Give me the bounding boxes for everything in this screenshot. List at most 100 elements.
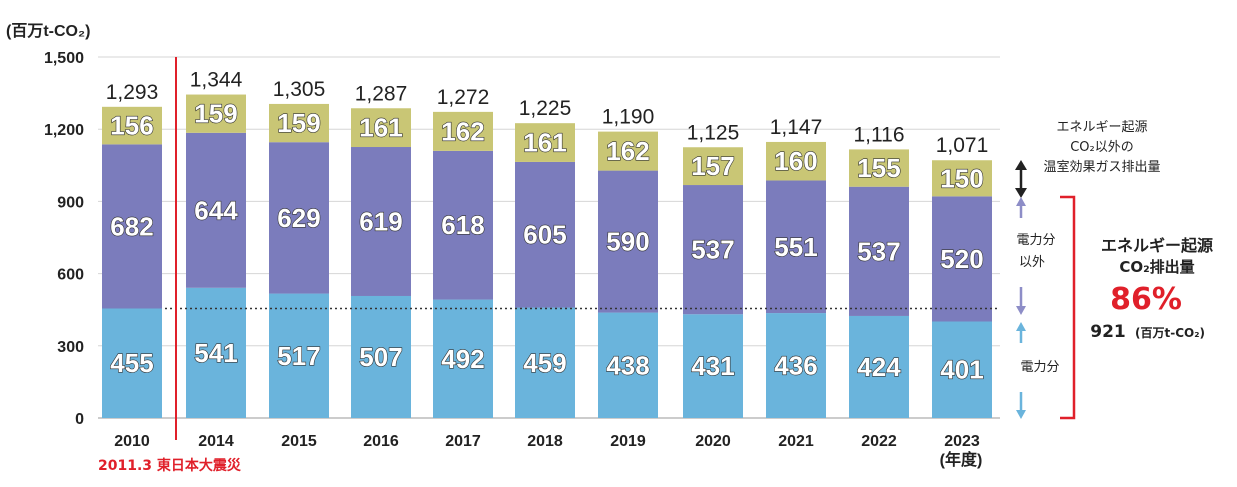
energy-title-line-1: エネルギー起源 <box>1101 236 1213 255</box>
bar-segment <box>269 103 329 143</box>
segment-value-label: 157 <box>691 151 734 181</box>
segment-value-label: 150 <box>940 163 983 193</box>
y-tick-label: 300 <box>57 339 84 356</box>
bar-segment <box>766 313 826 418</box>
bar-segment <box>186 287 246 418</box>
bar-segment <box>186 132 246 288</box>
x-tick-label: 2015 <box>281 433 317 450</box>
bar-segment <box>683 314 743 418</box>
bar-segment <box>186 94 246 133</box>
bar-segment <box>515 161 575 308</box>
bar-segment <box>515 123 575 162</box>
total-value-label: 1,147 <box>770 116 823 139</box>
total-value-label: 1,344 <box>190 69 243 92</box>
bar-segment <box>269 293 329 418</box>
bar-group-2016: 507 619 161 1,287 <box>351 82 411 418</box>
y-tick-label: 900 <box>57 194 84 211</box>
total-value-label: 1,190 <box>602 106 655 129</box>
y-axis: 0 300 600 900 1,200 1,500 <box>44 50 84 428</box>
segment-value-label: 162 <box>441 116 484 146</box>
bar-segment <box>351 295 411 418</box>
nonpower-down-arrow-icon <box>1016 287 1026 315</box>
total-value-label: 1,293 <box>106 81 159 104</box>
segment-value-label: 459 <box>523 348 566 378</box>
y-tick-label: 1,200 <box>44 122 84 139</box>
bar-segment <box>102 106 162 145</box>
y-tick-label: 0 <box>75 411 84 428</box>
segment-value-label: 507 <box>359 342 402 372</box>
total-value-label: 1,287 <box>355 82 408 105</box>
y-axis-unit-label: (百万t-CO₂) <box>6 22 90 40</box>
segment-value-label: 161 <box>359 113 402 143</box>
segment-value-label: 162 <box>606 136 649 166</box>
total-value-label: 1,116 <box>854 123 905 146</box>
x-tick-label: 2010 <box>114 433 150 450</box>
segment-value-label: 455 <box>110 348 153 378</box>
event-marker-label: 2011.3 東日本大震災 <box>98 457 242 474</box>
y-tick-label: 1,500 <box>44 50 84 67</box>
segment-value-label: 159 <box>277 108 320 138</box>
energy-amount-unit: (百万t-CO₂) <box>1135 326 1205 340</box>
bar-group-2017: 492 618 162 1,272 <box>433 86 493 418</box>
bar-segment <box>351 108 411 148</box>
nonenergy-double-arrow-icon <box>1015 160 1027 198</box>
segment-value-label: 551 <box>774 232 817 262</box>
segment-value-label: 605 <box>523 220 566 250</box>
segment-value-label: 161 <box>523 128 566 158</box>
x-tick-label: 2016 <box>363 433 399 450</box>
segment-value-label: 590 <box>606 227 649 257</box>
segment-value-label: 155 <box>857 153 900 183</box>
bar-group-2015: 517 629 159 1,305 <box>269 78 329 418</box>
nonpower-label-line-1: 電力分 <box>1016 233 1055 248</box>
bar-segment <box>102 144 162 309</box>
bar-segment <box>849 186 909 316</box>
energy-percent: 86% <box>1110 282 1182 317</box>
bar-group-2022: 424 537 155 1,116 <box>849 123 909 418</box>
nonpower-label-line-2: 以外 <box>1019 255 1045 270</box>
segment-value-label: 401 <box>940 355 983 385</box>
nonpower-up-arrow-icon <box>1016 197 1026 218</box>
segment-value-label: 619 <box>359 206 402 236</box>
bar-group-2014: 541 644 159 1,344 <box>186 69 246 418</box>
bar-group-2021: 436 551 160 1,147 <box>766 116 826 418</box>
segment-value-label: 492 <box>441 344 484 374</box>
bar-segment <box>766 141 826 181</box>
x-tick-label: 2014 <box>198 433 234 450</box>
bars: 455 682 156 1,293 541 644 159 1,344 517 629 159 1,3… <box>102 69 992 418</box>
bar-segment <box>683 185 743 315</box>
bar-segment <box>433 111 493 151</box>
x-tick-label: 2022 <box>861 433 897 450</box>
bar-group-2018: 459 605 161 1,225 <box>515 97 575 418</box>
total-value-label: 1,305 <box>273 78 326 101</box>
segment-value-label: 159 <box>194 99 237 129</box>
x-tick-label: 2021 <box>778 433 814 450</box>
bar-group-2010: 455 682 156 1,293 <box>102 81 162 418</box>
segment-value-label: 520 <box>940 244 983 274</box>
bar-segment <box>598 131 658 171</box>
total-value-label: 1,071 <box>936 134 989 157</box>
segment-value-label: 682 <box>110 211 153 241</box>
segment-value-label: 629 <box>277 203 320 233</box>
x-tick-label: 2019 <box>610 433 646 450</box>
x-tick-label: 2023 <box>944 433 980 450</box>
power-down-arrow-icon <box>1016 392 1026 419</box>
power-label: 電力分 <box>1020 360 1059 375</box>
bar-segment <box>849 149 909 187</box>
bar-segment <box>269 142 329 294</box>
power-annotation: 電力分 <box>1016 322 1060 419</box>
bar-segment <box>433 150 493 300</box>
bar-segment <box>598 170 658 313</box>
x-axis: 2010 2014 2015 2016 2017 2018 2019 2020 2021 2022… <box>114 433 980 450</box>
nonpower-annotation: 電力分 以外 <box>1016 197 1056 315</box>
total-value-label: 1,225 <box>519 97 572 120</box>
total-value-label: 1,125 <box>687 121 740 144</box>
power-up-arrow-icon <box>1016 322 1026 343</box>
x-tick-label: 2018 <box>527 433 563 450</box>
event-marker: 2011.3 東日本大震災 <box>98 57 242 474</box>
energy-annotation: エネルギー起源 CO₂排出量 86% 921 (百万t-CO₂) <box>1090 236 1213 342</box>
bar-group-2020: 431 537 157 1,125 <box>683 121 743 418</box>
x-tick-label: 2017 <box>445 433 481 450</box>
segment-value-label: 438 <box>606 350 649 380</box>
segment-value-label: 517 <box>277 341 320 371</box>
